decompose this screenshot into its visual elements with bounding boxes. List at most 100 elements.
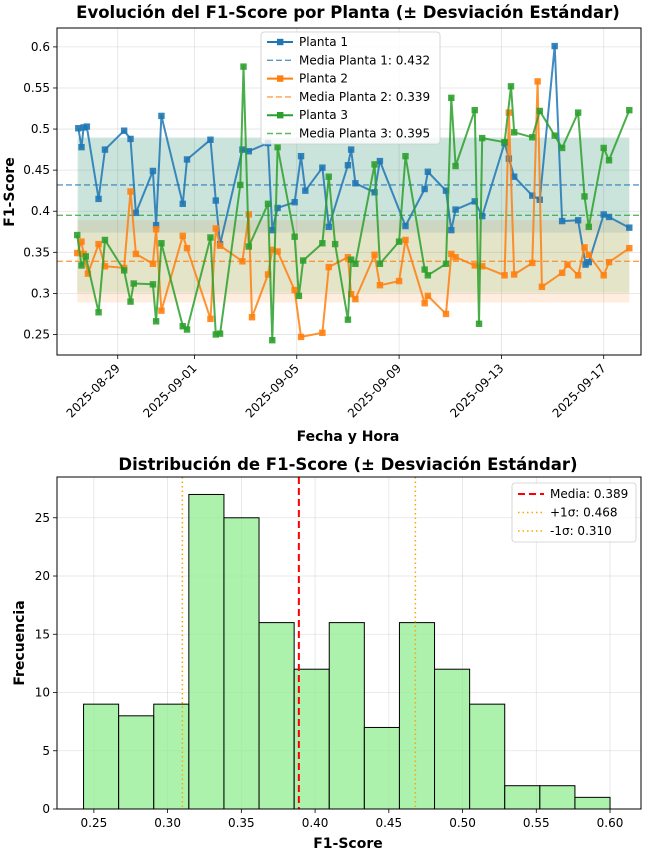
legend-marker (277, 38, 284, 46)
legend: Media: 0.389 +1σ: 0.468 -1σ: 0.310 (511, 482, 637, 543)
plot-frame (56, 27, 642, 356)
histogram-bar (504, 785, 541, 810)
x-ticks: 2025-08-29 2025-09-01 2025-09-05 2025-09-09… (64, 355, 609, 420)
x-tick-label: 0.40 (302, 816, 329, 830)
data-point (501, 272, 508, 279)
x-tick-label: 0.35 (228, 816, 255, 830)
data-point (510, 173, 518, 180)
data-point (245, 148, 253, 155)
data-point (344, 162, 352, 169)
data-point (507, 83, 515, 90)
histogram-bars (83, 493, 611, 810)
data-point (605, 157, 613, 164)
data-point (442, 187, 450, 194)
data-point (574, 109, 582, 116)
x-tick-label: 2025-09-01 (140, 361, 199, 420)
chart-title: Evolución del F1-Score por Planta (± Des… (76, 3, 620, 22)
data-point (600, 211, 607, 218)
histogram-bar (83, 703, 120, 810)
data-point (585, 251, 592, 258)
x-tick-label: 0.55 (523, 816, 550, 830)
data-point (574, 272, 582, 279)
data-point (149, 167, 157, 175)
data-point (78, 262, 85, 269)
data-point (120, 127, 128, 134)
histogram-bar (328, 622, 365, 810)
histogram-bar (293, 668, 330, 810)
data-point (376, 260, 384, 268)
data-point (240, 63, 247, 70)
data-point (127, 298, 134, 305)
data-point (207, 136, 214, 143)
data-point (212, 225, 219, 232)
data-point (347, 146, 355, 153)
data-point (212, 331, 219, 338)
y-tick-label: 10 (35, 686, 50, 700)
data-point (424, 168, 432, 175)
data-point (101, 263, 109, 270)
data-point (600, 144, 607, 152)
histogram-bar (363, 726, 400, 810)
histogram-bar (153, 703, 190, 810)
data-point (302, 187, 309, 194)
data-point (448, 226, 455, 234)
data-point (74, 231, 81, 239)
data-point (347, 256, 355, 263)
data-point (216, 242, 224, 249)
data-point (551, 42, 558, 50)
data-point (149, 260, 157, 268)
x-tick-label: 0.50 (449, 816, 476, 830)
data-point (239, 146, 246, 153)
data-point (319, 164, 326, 171)
histogram-bar (469, 703, 506, 810)
data-point (295, 292, 303, 300)
data-point (371, 189, 378, 196)
legend-label: Planta 2 (299, 72, 348, 86)
histogram-bar (539, 785, 576, 810)
histogram-bar (574, 796, 611, 810)
y-tick-label: 0.35 (23, 245, 50, 259)
legend-label: Media Planta 1: 0.432 (299, 53, 430, 67)
y-tick-label: 0.5 (31, 122, 50, 136)
data-point (299, 257, 307, 264)
data-point (534, 78, 541, 85)
data-point (237, 181, 244, 189)
y-tick-label: 0.6 (31, 40, 50, 54)
data-point (127, 188, 134, 195)
data-point (600, 272, 607, 279)
x-tick-label: 2025-09-05 (243, 361, 302, 420)
data-point (245, 243, 253, 250)
data-point (395, 238, 403, 245)
data-point (183, 326, 191, 333)
data-point (331, 240, 339, 248)
data-point (95, 309, 102, 316)
data-point (452, 206, 459, 213)
data-point (82, 253, 89, 260)
data-point (402, 222, 409, 230)
x-tick-label: 2025-09-09 (345, 361, 404, 420)
data-point (344, 316, 352, 323)
data-point (269, 246, 276, 254)
y-ticks: 0.25 0.3 0.35 0.4 0.45 0.5 0.55 0.6 (23, 40, 57, 341)
data-point (74, 249, 81, 257)
data-point (475, 320, 483, 327)
data-point (152, 226, 160, 233)
data-point (274, 248, 281, 255)
data-point (132, 250, 140, 258)
data-point (442, 310, 450, 318)
data-point (130, 280, 137, 287)
plot-frame (56, 476, 642, 810)
data-point (585, 258, 592, 266)
data-point (395, 277, 403, 285)
legend-marker (277, 112, 284, 119)
data-point (352, 295, 359, 303)
data-point (471, 106, 478, 114)
data-point (558, 269, 566, 277)
data-point (158, 307, 165, 314)
data-point (269, 226, 276, 234)
data-point (248, 314, 256, 321)
data-point (158, 240, 165, 247)
data-point (83, 123, 91, 130)
x-tick-label: 2025-09-17 (550, 361, 609, 420)
